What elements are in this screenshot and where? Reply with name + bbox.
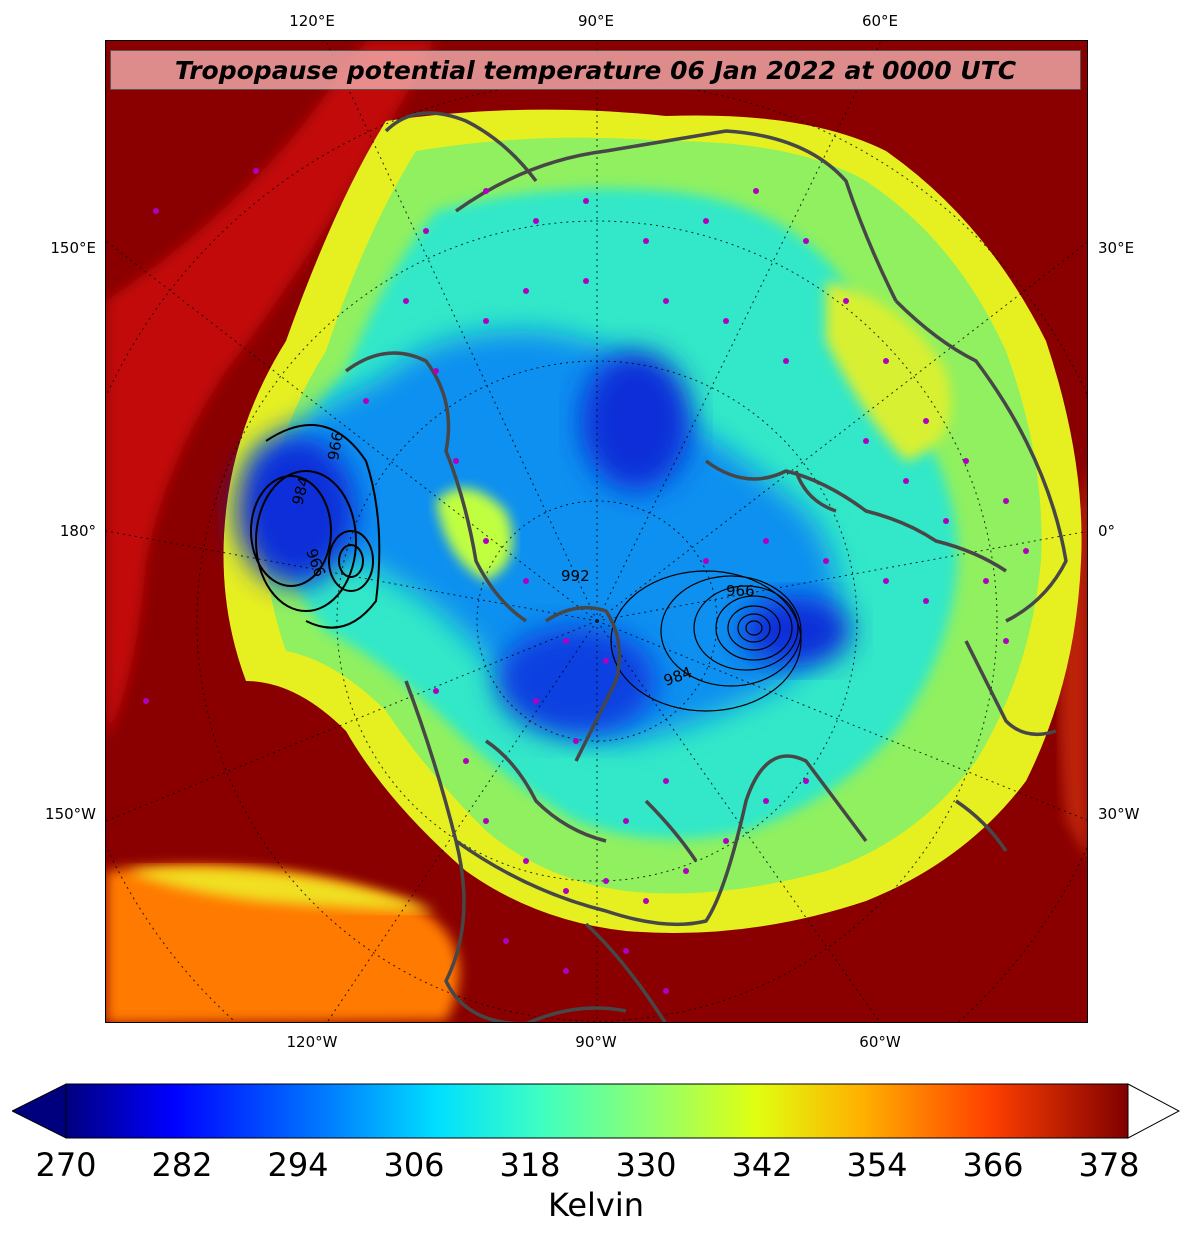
colorbar-tick: 378 xyxy=(1078,1146,1140,1184)
tick-left-150e: 150°E xyxy=(50,239,96,257)
colorbar-tick: 282 xyxy=(151,1146,213,1184)
warm-intrusion-east xyxy=(826,281,951,461)
colorbar-extend-max xyxy=(1127,1083,1180,1139)
contour-label: 992 xyxy=(561,567,590,585)
polar-low-core-east xyxy=(741,596,851,666)
pressure-contours-west xyxy=(250,424,381,629)
polar-low-core-south xyxy=(496,626,656,736)
contour-label: 966 xyxy=(324,430,347,461)
coastlines xyxy=(344,111,1068,1022)
tropopause-blue-zone xyxy=(256,331,838,741)
warm-intrusion-north xyxy=(436,488,513,581)
tick-top-60e: 60°E xyxy=(861,12,899,30)
colorbar-tick: 318 xyxy=(499,1146,561,1184)
colorbar-tick: 270 xyxy=(35,1146,97,1184)
colorbar-tick: 342 xyxy=(731,1146,793,1184)
map-title: Tropopause potential temperature 06 Jan … xyxy=(110,50,1081,90)
tick-bottom-120w: 120°W xyxy=(286,1033,338,1051)
tick-right-30w: 30°W xyxy=(1098,805,1140,823)
tick-top-90e: 90°E xyxy=(577,12,615,30)
colorbar-tick: 330 xyxy=(615,1146,677,1184)
tick-right-0: 0° xyxy=(1098,522,1116,540)
tick-right-30e: 30°E xyxy=(1098,239,1135,257)
station-markers xyxy=(143,168,1029,994)
colorbar-label: Kelvin xyxy=(547,1186,645,1224)
contour-label: 966 xyxy=(726,582,755,600)
colorbar-tick: 366 xyxy=(962,1146,1024,1184)
tick-bottom-90w: 90°W xyxy=(575,1033,617,1051)
colorbar-tick: 294 xyxy=(267,1146,329,1184)
tick-bottom-60w: 60°W xyxy=(859,1033,901,1051)
tick-left-180: 180° xyxy=(59,522,96,540)
polar-low-core-center xyxy=(581,351,691,491)
yellow-band-sw xyxy=(126,867,436,911)
colorbar-tick: 306 xyxy=(383,1146,445,1184)
colorbar-extend-min xyxy=(12,1083,67,1139)
polar-low-core-west xyxy=(236,436,356,586)
colorbar-tick: 354 xyxy=(846,1146,908,1184)
tropopause-map: 966 984 966 992 984 966 xyxy=(106,41,1087,1022)
red-belt-west xyxy=(106,41,436,741)
colorbar-gradient xyxy=(65,1083,1129,1139)
tick-top-120e: 120°E xyxy=(289,12,335,30)
colorbar xyxy=(12,1083,1180,1139)
map-panel: 966 984 966 992 984 966 xyxy=(105,40,1088,1023)
tick-left-150w: 150°W xyxy=(45,805,96,823)
